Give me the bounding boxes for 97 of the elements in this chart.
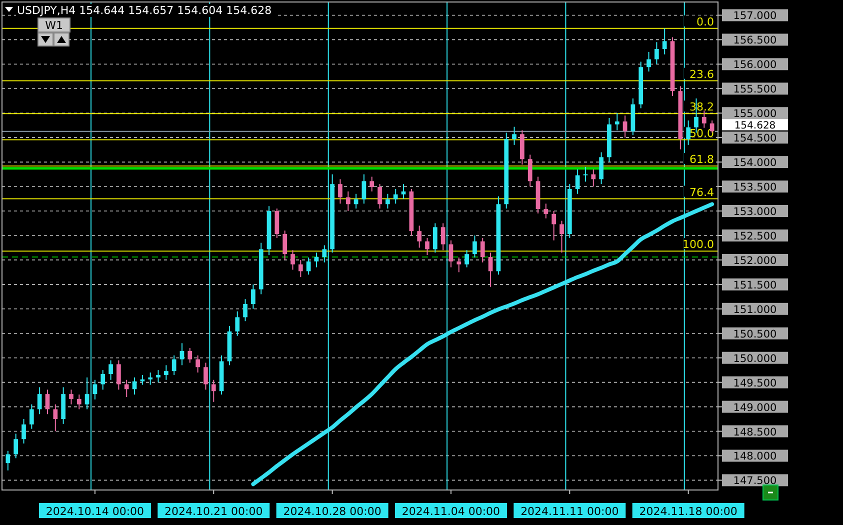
- candlestick: [393, 188, 398, 204]
- x-tick-label: 2024.11.04 00:00: [402, 505, 500, 518]
- y-tick-label: 154.000: [733, 157, 777, 170]
- candlestick: [464, 250, 469, 268]
- candlestick: [116, 360, 121, 390]
- candlestick: [204, 362, 208, 390]
- ref-line-label: 154.628: [734, 120, 776, 132]
- y-tick-label: 147.500: [733, 475, 777, 488]
- candlestick: [29, 404, 34, 430]
- candlestick: [346, 190, 350, 212]
- y-tick-label: 157.000: [733, 10, 777, 22]
- x-tick-label: 2024.10.14 00:00: [46, 505, 144, 518]
- y-tick-label: 155.000: [733, 108, 777, 120]
- candlestick: [180, 342, 184, 366]
- candlestick: [488, 252, 493, 288]
- candlestick: [69, 389, 74, 405]
- candlestick: [583, 166, 588, 182]
- y-tick-label: 148.500: [733, 426, 777, 438]
- candlestick: [156, 370, 160, 383]
- y-tick-label: 150.500: [733, 328, 777, 340]
- candlestick: [45, 389, 50, 415]
- candlestick: [456, 257, 462, 273]
- candlestick: [512, 126, 516, 146]
- candlestick: [76, 394, 82, 410]
- annotation: 61.8: [690, 152, 714, 166]
- candlestick: [552, 210, 556, 241]
- candlestick: [243, 298, 248, 322]
- candlestick: [528, 154, 532, 188]
- annotation: 100.0: [682, 238, 714, 252]
- y-tick-label: 150.000: [733, 352, 777, 365]
- candlestick: [370, 176, 374, 192]
- y-tick-label: 149.000: [733, 402, 777, 414]
- candlestick: [432, 222, 438, 254]
- y-tick-label: 155.500: [733, 84, 777, 96]
- y-tick-label: 156.500: [733, 34, 777, 47]
- annotation: W1: [45, 19, 63, 32]
- candlestick: [298, 259, 303, 278]
- candlestick: [172, 354, 176, 376]
- candlestick: [306, 257, 311, 276]
- candlestick: [702, 110, 706, 128]
- candlestick: [100, 370, 106, 390]
- candlestick: [386, 193, 390, 210]
- candlestick: [575, 168, 580, 194]
- candlestick: [164, 364, 168, 380]
- y-tick-label: 153.000: [733, 206, 777, 218]
- candlestick: [646, 51, 651, 72]
- y-tick-label: 151.500: [733, 279, 777, 292]
- candlestick: [140, 374, 145, 386]
- annotation: 76.4: [690, 186, 714, 199]
- candlestick: [662, 28, 667, 55]
- candlestick: [440, 222, 446, 251]
- x-tick-label: 2024.10.21 00:00: [164, 505, 263, 518]
- candlestick: [378, 184, 382, 210]
- candlestick: [417, 225, 422, 248]
- annotation: 23.6: [690, 68, 714, 81]
- y-tick-label: 149.500: [733, 377, 777, 390]
- candlestick: [480, 237, 485, 263]
- candlestick: [148, 372, 153, 386]
- candlestick: [124, 379, 129, 398]
- x-tick-label: 2024.11.11 00:00: [520, 505, 619, 518]
- candlestick: [211, 379, 216, 402]
- y-tick-label: 152.500: [733, 230, 777, 242]
- y-tick-label: 156.000: [733, 59, 777, 72]
- candlestick: [53, 404, 58, 432]
- y-tick-label: 148.000: [733, 450, 777, 463]
- chart-title: USDJPY,H4 154.644 154.657 154.604 154.628: [17, 4, 272, 17]
- candlestick: [22, 418, 26, 444]
- candlestick: [560, 220, 564, 254]
- y-tick-label: 152.000: [733, 254, 777, 267]
- candlestick: [425, 237, 430, 256]
- x-tick-label: 2024.10.28 00:00: [283, 505, 382, 518]
- candlestick: [251, 284, 256, 310]
- x-tick-label: 2024.11.18 00:00: [639, 505, 738, 518]
- candlestick: [591, 168, 596, 188]
- candlestick: [654, 42, 659, 65]
- y-tick-label: 151.000: [733, 304, 777, 316]
- candlestick: [196, 354, 200, 374]
- candlestick: [314, 252, 319, 268]
- candlestick: [235, 310, 240, 336]
- candlestick: [599, 152, 604, 185]
- y-tick-label: 153.500: [733, 182, 777, 194]
- annotation: 0.0: [696, 15, 714, 28]
- candlestick: [362, 174, 366, 204]
- y-tick-label: 154.500: [733, 132, 777, 145]
- candlestick: [614, 112, 620, 131]
- candlestick: [338, 178, 342, 204]
- candlestick: [108, 360, 113, 380]
- candlestick: [401, 184, 406, 200]
- candlestick: [448, 240, 454, 268]
- candlestick: [282, 230, 288, 260]
- candlestick: [37, 386, 42, 415]
- candlestick: [188, 348, 192, 364]
- candlestick: [14, 433, 18, 459]
- candlestick: [290, 250, 295, 270]
- candlestick: [274, 208, 280, 238]
- candlestick: [544, 203, 548, 219]
- candlestick: [472, 234, 477, 258]
